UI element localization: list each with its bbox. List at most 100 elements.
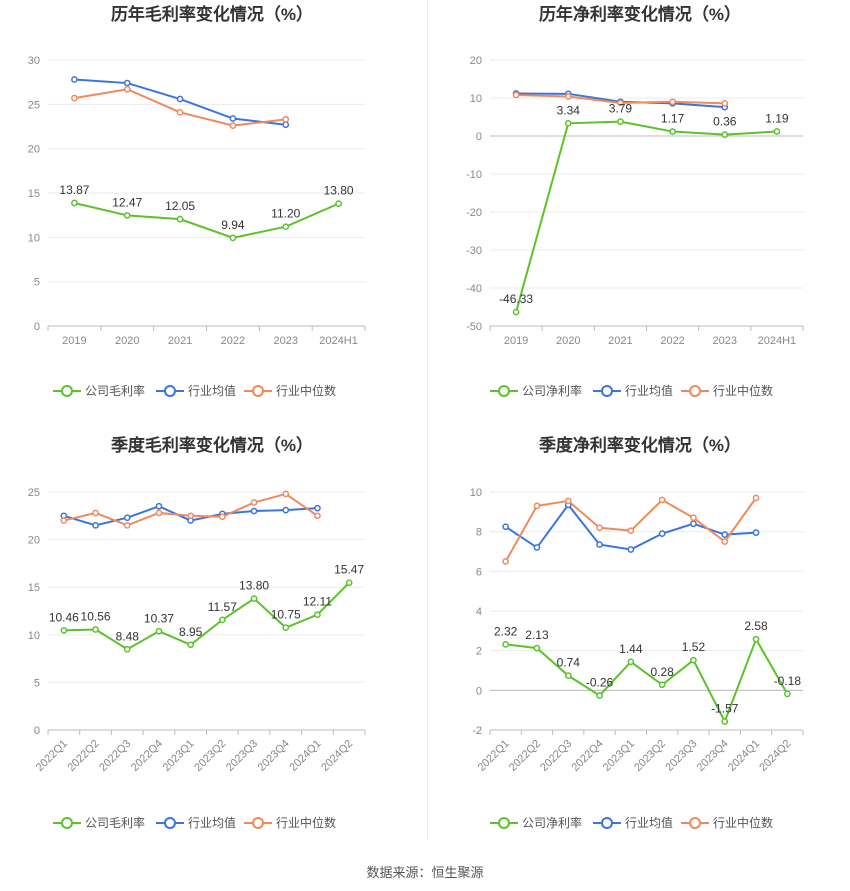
legend-item-avg[interactable]: 行业均值: [156, 383, 236, 398]
legend-label: 行业中位数: [276, 815, 336, 830]
x-tick-label: 2023Q3: [224, 738, 260, 774]
legend-label: 行业中位数: [713, 383, 773, 398]
data-label: 11.20: [271, 207, 300, 221]
data-point: [752, 529, 760, 537]
series-line-0: [505, 636, 789, 724]
legend-item-median[interactable]: 行业中位数: [244, 815, 336, 830]
data-point: [502, 558, 510, 565]
x-tick-label: 2022Q3: [97, 738, 133, 774]
x-tick-label: 2024Q2: [319, 738, 355, 774]
x-tick-label: 2024H1: [319, 335, 358, 347]
data-label: -46.33: [499, 292, 533, 306]
legend-label: 行业中位数: [713, 815, 773, 830]
data-point: [250, 595, 258, 602]
data-point: [92, 626, 99, 633]
data-point: [219, 513, 226, 521]
data-point: [229, 234, 237, 242]
legend-label: 公司净利率: [522, 815, 582, 830]
data-source-note: 数据来源：恒生聚源: [366, 865, 484, 880]
x-tick-label: 2022: [660, 335, 684, 347]
chart-quarterly-net-margin-svg: 季度净利率变化情况（%）-202468102022Q12022Q22022Q32…: [470, 435, 804, 830]
y-tick-label: 10: [28, 232, 40, 244]
legend-item-median[interactable]: 行业中位数: [244, 383, 336, 398]
legend-item-avg[interactable]: 行业均值: [156, 815, 236, 830]
data-point: [617, 118, 624, 125]
y-tick-label: 0: [476, 685, 482, 697]
legend-item-median[interactable]: 行业中位数: [681, 815, 773, 830]
data-point: [658, 496, 666, 504]
data-point: [773, 128, 781, 135]
series-line-0: [63, 582, 350, 651]
data-label: 15.47: [334, 563, 364, 577]
data-point: [617, 99, 624, 107]
data-label: 2.13: [525, 628, 549, 642]
data-point: [60, 627, 68, 634]
data-point: [250, 507, 258, 515]
legend-marker: [689, 385, 701, 397]
data-point: [669, 128, 676, 135]
x-tick-label: 2024Q2: [757, 738, 793, 774]
x-tick-label: 2022Q1: [34, 738, 70, 774]
y-tick-label: 25: [28, 487, 40, 499]
data-point: [690, 514, 697, 522]
legend-item-avg[interactable]: 行业均值: [593, 815, 673, 830]
x-tick-label: 2023Q4: [256, 738, 292, 774]
data-point: [250, 499, 258, 506]
legend-label: 行业均值: [188, 383, 236, 398]
data-point: [92, 509, 99, 517]
data-point: [219, 616, 226, 624]
data-label: -1.57: [711, 701, 739, 715]
data-label: 10.37: [144, 611, 174, 625]
data-point: [71, 94, 78, 102]
x-tick-label: 2023Q4: [695, 738, 731, 774]
data-label: 13.87: [59, 183, 89, 197]
x-tick-label: 2022Q4: [569, 738, 605, 774]
chart-annual-gross-margin: 历年毛利率变化情况（%） 0 5 10 15 20 25 30 2019 2020 2021 2022…: [0, 0, 425, 410]
x-tick-label: 2023Q1: [161, 738, 197, 774]
legend-marker: [601, 817, 613, 829]
x-tick-label: 2023Q1: [601, 738, 637, 774]
legend-marker: [61, 817, 73, 829]
data-point: [123, 521, 131, 529]
data-label: 1.19: [765, 111, 789, 125]
data-point: [627, 658, 635, 666]
data-point: [564, 119, 572, 127]
data-point: [123, 79, 131, 87]
chart-annual-gross-margin-svg: 历年毛利率变化情况（%） 0 5 10 15 20 25 30 2019 2020 2021 2022…: [28, 4, 366, 398]
y-tick-label: 0: [34, 725, 40, 737]
legend-item-net[interactable]: 公司净利率: [490, 383, 582, 398]
y-tick-label: 0: [476, 131, 482, 143]
chart-title: 历年毛利率变化情况（%）: [111, 4, 313, 24]
legend-marker: [498, 817, 510, 829]
y-tick-label: 25: [28, 99, 40, 111]
data-label: 13.80: [239, 579, 269, 593]
legend-item-net[interactable]: 公司净利率: [490, 815, 582, 830]
data-point: [123, 212, 131, 219]
data-point: [282, 506, 290, 514]
x-tick-label: 2023: [713, 335, 737, 347]
y-tick-label: 20: [28, 535, 40, 547]
y-tick-label: 30: [28, 55, 40, 67]
data-point: [176, 108, 184, 116]
y-tick-label: 2: [476, 646, 482, 658]
legend-item-gross[interactable]: 公司毛利率: [53, 815, 145, 830]
legend-item-gross[interactable]: 公司毛利率: [53, 383, 145, 398]
y-tick-label: 10: [28, 630, 40, 642]
legend-label: 公司净利率: [522, 383, 582, 398]
data-point: [533, 544, 541, 551]
data-point: [564, 93, 572, 100]
data-point: [187, 641, 194, 649]
y-tick-label: 15: [28, 188, 40, 200]
y-tick-label: -10: [466, 169, 482, 181]
data-point: [658, 681, 666, 689]
data-label: 10.56: [81, 609, 111, 623]
x-tick-label: 2022Q2: [65, 738, 101, 774]
data-point: [533, 644, 541, 652]
data-point: [512, 308, 520, 316]
data-point: [282, 624, 290, 632]
legend-item-median[interactable]: 行业中位数: [681, 383, 773, 398]
legend-marker: [61, 385, 73, 397]
chart-quarterly-net-margin: 季度净利率变化情况（%） -2 0 2 4 6 8 10 2022Q1 2022Q2 2022Q3 2…: [428, 425, 850, 845]
legend-item-avg[interactable]: 行业均值: [593, 383, 673, 398]
data-point: [502, 523, 510, 531]
